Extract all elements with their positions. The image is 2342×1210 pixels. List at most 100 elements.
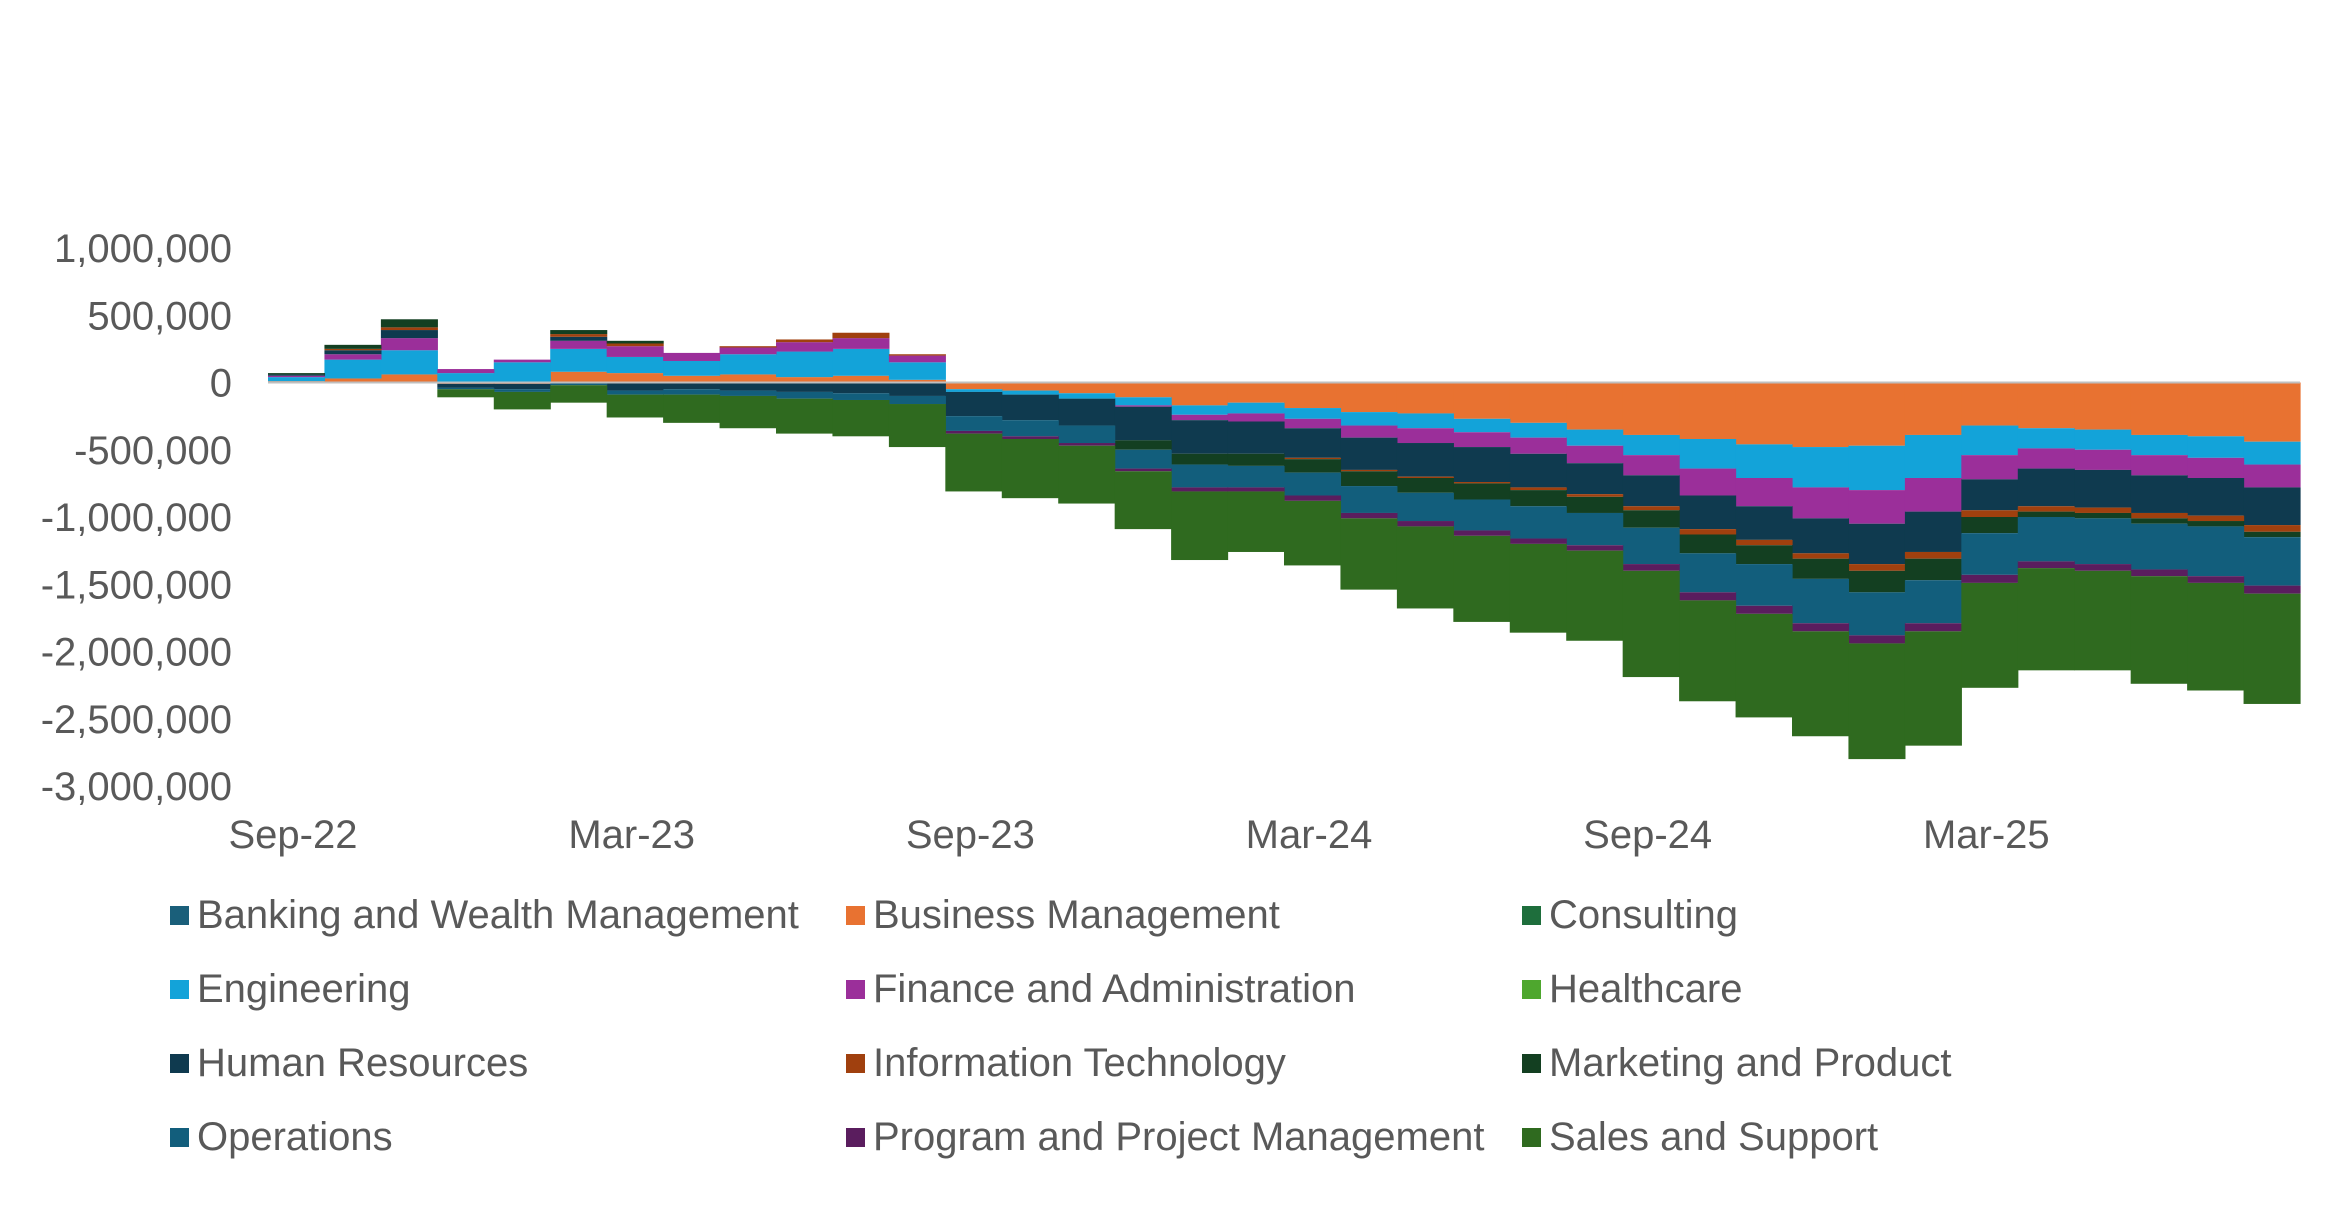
area-segment	[1622, 564, 1680, 571]
area-segment	[832, 382, 890, 394]
area-segment	[1227, 491, 1285, 552]
area-segment	[2017, 568, 2075, 671]
area-segment	[663, 375, 721, 383]
area-segment	[1792, 553, 1850, 559]
area-segment	[380, 330, 438, 339]
area-segment	[1227, 421, 1285, 454]
area-segment	[1792, 623, 1850, 632]
area-segment	[1453, 483, 1511, 500]
area-segment	[888, 354, 946, 356]
area-segment	[719, 395, 777, 429]
area-segment	[1396, 526, 1454, 609]
legend-label: Program and Project Management	[873, 1115, 1485, 1159]
area-segment	[1679, 529, 1737, 535]
area-segment	[1340, 425, 1398, 438]
legend-swatch	[846, 1128, 865, 1147]
legend-label: Sales and Support	[1549, 1115, 1879, 1159]
area-segment	[2130, 576, 2188, 684]
area-segment	[1509, 437, 1567, 454]
area-segment	[550, 330, 608, 335]
area-segment	[1114, 405, 1172, 407]
area-segment	[888, 404, 946, 448]
area-segment	[1284, 495, 1342, 501]
area-segment	[606, 394, 664, 418]
area-segment	[1904, 382, 1962, 435]
area-segment	[1792, 631, 1850, 737]
area-segment	[1453, 447, 1511, 483]
area-segment	[1904, 631, 1962, 746]
area-segment	[776, 382, 834, 392]
legend-label: Marketing and Product	[1549, 1041, 1952, 1085]
area-segment	[324, 359, 382, 379]
area-segment	[1509, 543, 1567, 633]
area-segment	[2130, 569, 2188, 577]
y-axis: 1,000,000 500,000 0 -500,000 -1,000,000 -1,50…	[41, 227, 232, 809]
area-segment	[1509, 506, 1567, 539]
area-segment	[380, 338, 438, 351]
legend-swatch	[170, 980, 189, 999]
legend-swatch	[846, 1054, 865, 1073]
area-segment	[1792, 518, 1850, 554]
y-tick-label: -1,500,000	[41, 563, 232, 607]
legend-swatch	[846, 980, 865, 999]
area-segment	[1001, 436, 1059, 439]
area-segment	[550, 336, 608, 341]
area-segment	[776, 339, 834, 343]
series-engineering	[268, 348, 2301, 491]
area-segment	[776, 342, 834, 352]
area-segment	[1961, 455, 2019, 480]
area-segment	[1171, 491, 1229, 561]
area-segment	[2130, 512, 2188, 519]
x-tick-label: Sep-24	[1583, 813, 1712, 857]
area-segment	[1453, 482, 1511, 484]
legend-swatch	[170, 906, 189, 925]
area-segment	[1340, 518, 1398, 590]
area-segment	[1735, 605, 1793, 614]
area-segment	[1171, 414, 1229, 421]
area-segment	[2243, 525, 2301, 532]
area-segment	[663, 394, 721, 423]
area-segment	[550, 385, 608, 403]
area-segment	[832, 348, 890, 376]
area-segment	[832, 399, 890, 437]
area-segment	[2130, 382, 2188, 435]
area-segment	[550, 340, 608, 349]
legend-swatch	[1522, 980, 1541, 999]
area-segment	[268, 374, 326, 376]
area-segment	[1453, 418, 1511, 433]
area-segment	[1453, 499, 1511, 531]
area-segment	[888, 382, 946, 396]
area-segment	[1114, 471, 1172, 530]
area-segment	[1961, 533, 2019, 575]
area-segment	[2243, 537, 2301, 586]
area-segment	[1114, 468, 1172, 472]
area-segment	[1622, 570, 1680, 678]
area-segment	[1227, 465, 1285, 488]
area-segment	[1848, 564, 1906, 571]
area-segment	[1735, 444, 1793, 478]
area-segment	[1848, 570, 1906, 593]
area-segment	[1058, 398, 1116, 426]
area-segment	[1396, 413, 1454, 429]
area-segment	[888, 379, 946, 383]
legend-label: Information Technology	[873, 1041, 1286, 1085]
area-segment	[1679, 495, 1737, 530]
legend-item: Consulting	[1522, 893, 1738, 938]
area-segment	[2187, 521, 2245, 527]
area-segment	[1284, 459, 1342, 473]
legend-swatch	[1522, 1128, 1541, 1147]
legend-item: Operations	[170, 1115, 393, 1160]
legend-item: Finance and Administration	[846, 967, 1356, 1012]
area-segment	[1453, 530, 1511, 536]
area-segment	[663, 352, 721, 361]
area-segment	[2243, 531, 2301, 538]
area-segment	[2243, 593, 2301, 704]
area-segment	[2074, 507, 2132, 513]
area-segment	[1904, 511, 1962, 552]
area-segment	[1227, 453, 1285, 466]
legend-item: Engineering	[170, 967, 411, 1012]
area-segment	[606, 346, 664, 357]
area-segment	[2187, 478, 2245, 516]
area-segment	[1509, 422, 1567, 438]
chart-marks	[268, 319, 2301, 760]
